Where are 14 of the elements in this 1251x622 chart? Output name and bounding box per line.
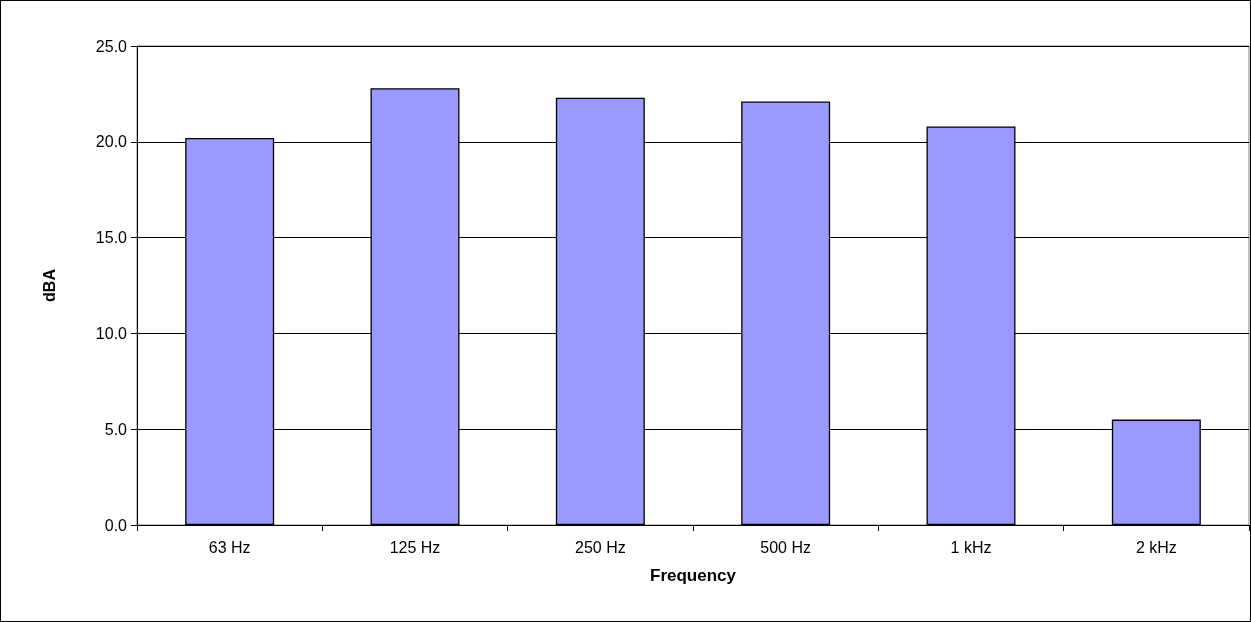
x-tick-label: 250 Hz	[574, 538, 626, 556]
y-tick-label: 15.0	[95, 229, 128, 247]
y-tick-label: 20.0	[95, 133, 128, 151]
y-tick-label: 25.0	[95, 37, 128, 55]
y-axis-title: dBA	[40, 268, 58, 302]
x-tick-label: 1 kHz	[950, 538, 992, 556]
y-tick-label: 5.0	[104, 420, 128, 438]
y-tick-label: 10.0	[95, 324, 128, 342]
x-tick-label: 125 Hz	[389, 538, 441, 556]
x-tick-label: 500 Hz	[760, 538, 812, 556]
x-axis-title: Frequency	[650, 566, 737, 585]
y-tick-label: 0.0	[104, 516, 128, 534]
x-tick-label: 2 kHz	[1135, 538, 1177, 556]
x-tick-label: 63 Hz	[208, 538, 251, 556]
